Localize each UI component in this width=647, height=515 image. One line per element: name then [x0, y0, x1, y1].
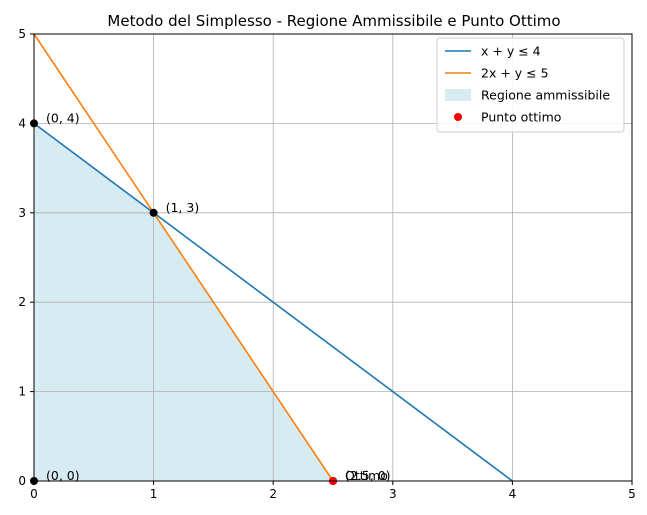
chart-title: Metodo del Simplesso - Regione Ammissibi… [107, 12, 560, 30]
optimum-label: Ottimo [345, 468, 388, 483]
axes-frame [33, 33, 633, 482]
vertex-label: (0, 0) [46, 468, 80, 483]
y-tick-label: 1 [18, 385, 26, 399]
x-tick-label: 4 [509, 487, 517, 501]
x-tick-label: 3 [389, 487, 397, 501]
legend-label: Punto ottimo [481, 110, 561, 125]
y-tick-label: 5 [18, 27, 26, 41]
series-line-0 [33, 122, 513, 482]
legend-box [436, 37, 625, 133]
y-tick-label: 3 [18, 206, 26, 220]
x-tick-label: 1 [150, 487, 158, 501]
legend-swatch-dot [454, 113, 462, 121]
vertex-label: (2.5, 0) [345, 468, 391, 483]
legend-swatch-patch [445, 89, 471, 101]
legend-label: Regione ammissibile [481, 88, 610, 103]
series-line-1 [33, 33, 334, 482]
x-tick-label: 0 [30, 487, 38, 501]
y-tick-label: 0 [18, 474, 26, 488]
vertex-label: (1, 3) [166, 200, 200, 215]
y-tick-label: 2 [18, 295, 26, 309]
legend-label: x + y ≤ 4 [481, 44, 541, 59]
y-tick-label: 4 [18, 116, 26, 130]
x-tick-label: 5 [628, 487, 636, 501]
vertex-label: (0, 4) [46, 110, 80, 125]
legend: x + y ≤ 4 2x + y ≤ 5 Regione ammissibile Pu… [436, 37, 625, 133]
plot-area: (0, 4) (1, 3) (0, 0) (2.5, 0)Ottimo 0 1 2 3 4 5 0 1… [18, 27, 635, 501]
legend-label: 2x + y ≤ 5 [481, 66, 549, 81]
vertex-point [149, 208, 158, 217]
x-tick-label: 2 [269, 487, 277, 501]
